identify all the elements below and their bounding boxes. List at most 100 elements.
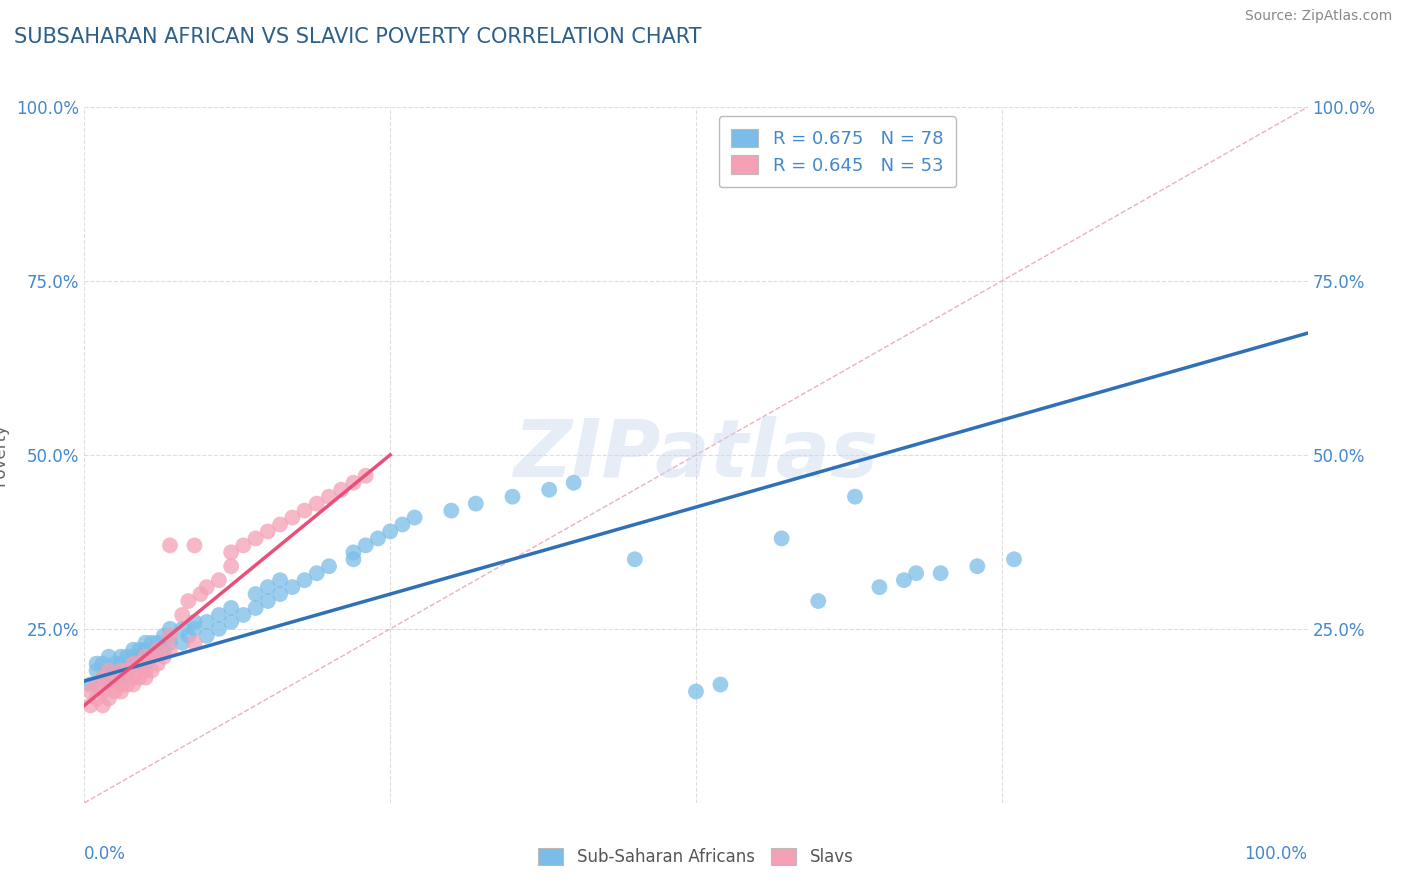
Point [219,559,242,574]
Point [159,629,181,643]
Point [135,657,157,671]
Point [159,636,181,650]
Point [245,587,267,601]
Point [153,629,176,643]
Point [135,649,157,664]
Point [135,642,157,657]
Point [183,615,205,629]
Point [624,552,647,566]
Point [128,657,150,671]
Point [146,642,169,657]
Legend: Sub-Saharan Africans, Slavs: Sub-Saharan Africans, Slavs [527,837,865,878]
Point [86,664,108,678]
Point [115,649,138,664]
Point [91,684,114,698]
Point [79,698,101,713]
Point [159,622,181,636]
Point [269,573,291,587]
Point [294,573,316,587]
Point [110,677,132,691]
Point [104,671,127,685]
Text: ZIPatlas: ZIPatlas [513,416,879,494]
Point [464,497,486,511]
Point [86,657,108,671]
Point [135,671,157,685]
Point [141,649,163,664]
Point [208,607,231,622]
Point [172,622,194,636]
Point [502,490,524,504]
Point [1002,552,1025,566]
Point [318,559,340,574]
Point [146,642,169,657]
Point [709,677,731,691]
Point [770,532,793,546]
Point [245,601,267,615]
Point [128,649,150,664]
Point [97,671,120,685]
Point [159,629,181,643]
Point [404,510,426,524]
Point [110,671,132,685]
Point [391,517,413,532]
Point [257,594,280,608]
Point [153,649,176,664]
Point [807,594,830,608]
Point [685,684,707,698]
Point [195,615,218,629]
Point [440,503,463,517]
Point [330,483,353,497]
Point [844,490,866,504]
Text: Source: ZipAtlas.com: Source: ZipAtlas.com [1244,9,1392,23]
Point [141,649,163,664]
Point [110,684,132,698]
Point [269,517,291,532]
Point [257,580,280,594]
Point [159,642,181,657]
Point [86,677,108,691]
Point [128,642,150,657]
Point [172,636,194,650]
Point [294,503,316,517]
Point [91,671,114,685]
Point [219,601,242,615]
Point [97,691,120,706]
Point [115,664,138,678]
Point [893,573,915,587]
Point [869,580,891,594]
Point [342,552,364,566]
Point [183,538,205,552]
Point [354,468,377,483]
Point [342,475,364,490]
Point [135,664,157,678]
Point [342,545,364,559]
Point [966,559,988,574]
Point [929,566,952,581]
Point [305,497,328,511]
Point [122,657,145,671]
Point [146,657,169,671]
Point [97,664,120,678]
Point [122,671,145,685]
Point [195,580,218,594]
Point [110,649,132,664]
Point [219,545,242,559]
Point [159,538,181,552]
Point [183,636,205,650]
Point [172,607,194,622]
Point [367,532,389,546]
Point [91,657,114,671]
Point [538,483,561,497]
Text: 0.0%: 0.0% [84,845,127,863]
Point [318,490,340,504]
Point [153,642,176,657]
Point [219,615,242,629]
Point [354,538,377,552]
Point [128,671,150,685]
Point [104,657,127,671]
Point [97,677,120,691]
Point [79,684,101,698]
Point [97,649,120,664]
Point [91,698,114,713]
Point [79,677,101,691]
